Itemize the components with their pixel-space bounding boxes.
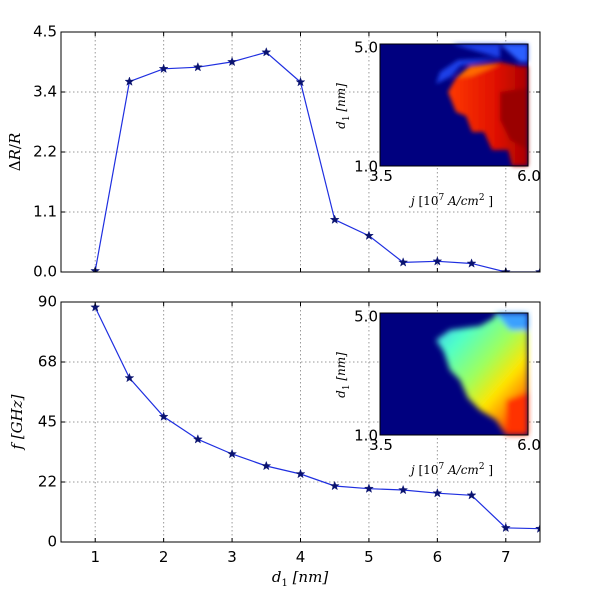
bottom-series-line (94, 307, 540, 530)
bottom-x-tick-label: 4 (296, 548, 306, 566)
top-y-tick-label: 4.5 (33, 23, 57, 41)
top-y-tick-labels: 0.0 1.1 2.2 3.4 4.5 (33, 23, 57, 281)
top-data-point (398, 257, 409, 267)
top-data-point (158, 63, 169, 73)
bot-data-point (535, 523, 540, 533)
top-data-point (124, 76, 135, 86)
bot-data-point (295, 468, 306, 479)
bottom-inset-y-tick-bottom: 1.0 (354, 427, 378, 445)
top-y-axis-label: ΔR/R (6, 133, 24, 172)
top-inset-frame (379, 43, 529, 167)
bot-y-tick-label: 90 (38, 293, 57, 311)
shared-x-axis-label: d1 [nm] (272, 568, 328, 589)
top-inset-x-tick-right: 6.0 (517, 167, 541, 185)
top-series-line (94, 51, 540, 272)
bot-data-point (261, 460, 272, 471)
top-inset-y-tick-top: 5.0 (354, 39, 378, 57)
top-data-point (295, 76, 306, 87)
bot-data-point (90, 302, 101, 312)
top-data-point (261, 47, 272, 57)
top-inset-x-axis-label: j [107 A/cm2 ] (408, 193, 493, 208)
bot-data-point (466, 490, 477, 500)
bot-series-0-line (94, 307, 540, 530)
bot-data-point (192, 434, 203, 444)
bottom-ticks (61, 301, 540, 543)
bot-data-point (227, 448, 238, 459)
bot-y-tick-label: 22 (38, 473, 57, 491)
top-y-tick-label: 3.4 (33, 83, 57, 101)
bottom-inset-field (436, 313, 528, 435)
top-data-point (192, 62, 203, 72)
bottom-x-tick-label: 6 (433, 548, 443, 566)
top-ticks (61, 31, 540, 273)
bottom-inset-y-tick-top: 5.0 (354, 308, 378, 326)
top-data-point (329, 214, 340, 224)
top-inset-x-tick-left: 3.5 (369, 167, 393, 185)
bot-y-tick-label: 0 (47, 533, 57, 551)
top-panel: 0.0 1.1 2.2 3.4 4.5 ΔR/R 5.0 1.0 3.5 6.0 d1 … (6, 23, 541, 281)
top-data-point (363, 230, 374, 240)
bottom-series-markers (90, 302, 540, 533)
bot-y-tick-label: 45 (38, 413, 57, 431)
bot-data-point (500, 522, 511, 533)
bot-data-point (124, 372, 135, 383)
top-series-0-line (94, 51, 540, 272)
bottom-x-tick-label: 3 (227, 548, 237, 566)
bottom-y-tick-labels: 0 22 45 68 90 (38, 293, 57, 551)
bot-data-point (329, 480, 340, 491)
top-inset-y-tick-bottom: 1.0 (354, 158, 378, 176)
top-y-tick-label: 1.1 (33, 203, 57, 221)
bottom-inset-frame (379, 312, 529, 436)
bottom-x-tick-label: 7 (501, 548, 511, 566)
top-y-tick-label: 2.2 (33, 143, 57, 161)
top-inset-field (436, 44, 528, 166)
bottom-x-tick-label: 2 (159, 548, 169, 566)
bottom-inset-x-tick-left: 3.5 (369, 436, 393, 454)
bot-data-point (432, 488, 443, 498)
bottom-x-tick-label: 5 (364, 548, 374, 566)
top-data-point (466, 258, 477, 268)
top-y-tick-label: 0.0 (33, 263, 57, 281)
top-inset-y-axis-label: d1 [nm] (334, 83, 352, 129)
bottom-inset-y-axis-label: d1 [nm] (334, 352, 352, 398)
bottom-x-tick-label: 1 (90, 548, 100, 566)
bot-data-point (398, 484, 409, 495)
top-data-point (432, 256, 443, 266)
bot-data-point (363, 483, 374, 493)
bottom-y-axis-label: f [GHz] (8, 394, 26, 450)
bottom-inset-heatmap (379, 312, 529, 436)
bot-data-point (158, 411, 169, 421)
bottom-x-tick-labels: 1 2 3 4 5 6 7 (90, 548, 510, 566)
bottom-inset-x-tick-right: 6.0 (517, 436, 541, 454)
bot-y-tick-label: 68 (38, 353, 57, 371)
top-data-point (227, 56, 238, 67)
top-inset-heatmap (379, 43, 529, 167)
top-data-point (535, 266, 540, 272)
bottom-inset-x-axis-label: j [107 A/cm2 ] (408, 462, 493, 477)
